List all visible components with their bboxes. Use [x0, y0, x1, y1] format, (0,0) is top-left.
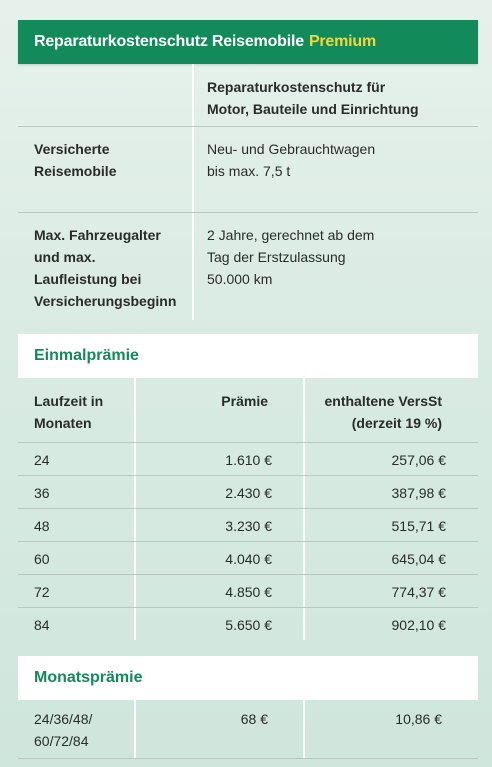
col-divider-praemie — [303, 700, 305, 758]
row-divider — [18, 541, 478, 542]
cell-laufzeit: 36 — [34, 485, 50, 501]
row-divider — [18, 607, 478, 608]
cell-praemie: 5.650 € — [225, 617, 272, 633]
col-divider-laufzeit — [134, 378, 136, 640]
einmalpraemie-section-header: Einmalprämie — [18, 334, 478, 378]
label-versicherte-line1: Versicherte — [34, 141, 110, 157]
col-header-laufzeit-line2: Monaten — [34, 415, 92, 431]
cell-praemie: 1.610 € — [225, 452, 272, 468]
col-header-laufzeit-line1: Laufzeit in — [34, 393, 104, 409]
row-divider — [18, 212, 478, 213]
cell-laufzeit: 72 — [34, 584, 50, 600]
label-versicherte-line2: Reisemobile — [34, 163, 117, 179]
col-divider-praemie — [303, 378, 305, 640]
cell-laufzeit: 48 — [34, 518, 50, 534]
cell-versst: 902,10 € — [391, 617, 447, 633]
col-header-versst-line1: enthaltene VersSt — [324, 393, 443, 409]
cell-praemie: 3.230 € — [225, 518, 272, 534]
cell-praemie: 2.430 € — [225, 485, 272, 501]
einmalpraemie-title: Einmalprämie — [34, 347, 139, 364]
monat-laufzeit-line1: 24/36/48/ — [34, 711, 93, 727]
monatspraemie-section-header: Monatsprämie — [18, 656, 478, 700]
row-divider — [18, 758, 478, 759]
cell-laufzeit: 84 — [34, 617, 50, 633]
cell-laufzeit: 24 — [34, 452, 50, 468]
label-fahrzeugalter-line3: Laufleistung bei — [34, 271, 142, 287]
info-column-header-line2: Motor, Bauteile und Einrichtung — [207, 101, 419, 117]
label-fahrzeugalter-line2: und max. — [34, 249, 96, 265]
monat-versst: 10,86 € — [395, 711, 442, 727]
col-divider-laufzeit — [134, 700, 136, 758]
cell-praemie: 4.850 € — [225, 584, 272, 600]
cell-versst: 387,98 € — [391, 485, 447, 501]
cell-versst: 774,37 € — [391, 584, 447, 600]
value-fahrzeugalter-line1: 2 Jahre, gerechnet ab dem — [207, 227, 375, 243]
header-premium-label: Premium — [308, 33, 377, 50]
info-column-header-line1: Reparaturkostenschutz für — [207, 79, 386, 95]
table-row: 84 5.650 € 902,10 € — [18, 608, 478, 641]
monat-praemie: 68 € — [240, 711, 268, 727]
table-header-bar: Reparaturkostenschutz Reisemobile Premiu… — [18, 20, 478, 64]
table-row: 60 4.040 € 645,04 € — [18, 542, 478, 575]
label-fahrzeugalter-line4: Versicherungsbeginn — [34, 293, 177, 309]
value-fahrzeugalter-line3: 50.000 km — [207, 271, 273, 287]
row-divider — [18, 574, 478, 575]
table-row: 36 2.430 € 387,98 € — [18, 476, 478, 509]
cell-praemie: 4.040 € — [225, 551, 272, 567]
label-fahrzeugalter-line1: Max. Fahrzeugalter — [34, 227, 161, 243]
row-divider — [18, 442, 478, 443]
monatspraemie-title: Monatsprämie — [34, 669, 143, 686]
cell-versst: 515,71 € — [391, 518, 447, 534]
table-row: 48 3.230 € 515,71 € — [18, 509, 478, 542]
row-divider — [18, 508, 478, 509]
header-title: Reparaturkostenschutz Reisemobile — [34, 33, 304, 50]
table-row: 24 1.610 € 257,06 € — [18, 443, 478, 476]
cell-versst: 257,06 € — [391, 452, 447, 468]
cell-versst: 645,04 € — [391, 551, 447, 567]
info-column-divider — [192, 64, 194, 320]
row-divider — [18, 126, 478, 127]
col-header-praemie: Prämie — [221, 393, 268, 409]
value-versicherte-line1: Neu- und Gebrauchtwagen — [207, 141, 376, 157]
col-header-versst-line2: (derzeit 19 %) — [351, 415, 442, 431]
value-fahrzeugalter-line2: Tag der Erstzulassung — [207, 249, 346, 265]
cell-laufzeit: 60 — [34, 551, 50, 567]
monat-laufzeit-line2: 60/72/84 — [34, 733, 89, 749]
row-divider — [18, 475, 478, 476]
table-row: 72 4.850 € 774,37 € — [18, 575, 478, 608]
value-versicherte-line2: bis max. 7,5 t — [207, 163, 291, 179]
